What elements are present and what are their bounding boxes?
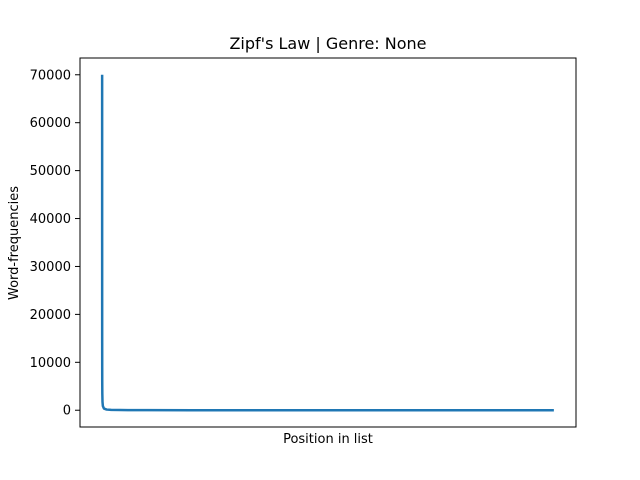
y-tick-label: 50000 — [30, 164, 71, 179]
plot-frame — [79, 57, 577, 428]
chart-title: Zipf's Law | Genre: None — [229, 34, 426, 53]
y-tick-label: 60000 — [30, 116, 71, 131]
y-tick-label: 40000 — [30, 212, 71, 227]
y-tick-label: 30000 — [30, 260, 71, 275]
y-axis: 0 10000 20000 30000 40000 50000 60000 70000 — [30, 68, 80, 419]
y-tick-label: 10000 — [30, 356, 71, 371]
x-axis-label: Position in list — [283, 432, 373, 447]
y-axis-label: Word-frequencies — [7, 186, 22, 300]
y-tick-label: 20000 — [30, 308, 71, 323]
y-tick-label: 70000 — [30, 68, 71, 83]
y-tick-label: 0 — [63, 404, 71, 419]
series-line — [100, 74, 554, 412]
